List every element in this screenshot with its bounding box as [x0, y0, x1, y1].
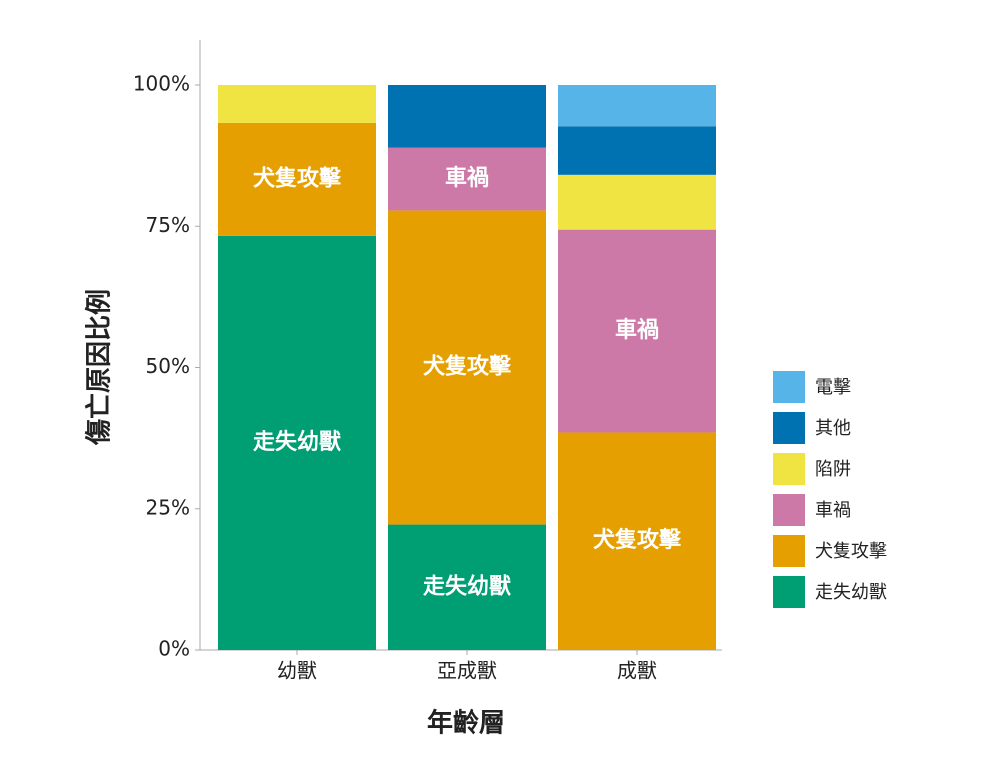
bar-segment: [388, 147, 546, 211]
legend-label: 犬隻攻擊: [815, 541, 887, 562]
bar-segment: [218, 85, 376, 123]
x-tick-label: 亞成獸: [437, 659, 497, 683]
bar-segment: [558, 229, 716, 433]
bar-segment: [558, 432, 716, 650]
legend-label: 其他: [815, 418, 851, 439]
legend-swatch: [773, 412, 805, 444]
segment-label: 犬隻攻擊: [253, 165, 342, 191]
bar-segment: [218, 235, 376, 651]
legend-label: 走失幼獸: [815, 582, 887, 603]
y-tick-label: 100%: [133, 72, 190, 96]
y-tick-label: 25%: [146, 495, 190, 519]
legend-label: 陷阱: [815, 459, 851, 480]
legend-swatch: [773, 371, 805, 403]
legend-swatch: [773, 576, 805, 608]
segment-label: 車禍: [615, 318, 659, 343]
x-axis-title: 年齡層: [427, 708, 505, 739]
legend-swatch: [773, 453, 805, 485]
segment-label: 走失幼獸: [253, 429, 341, 455]
y-tick-label: 50%: [146, 354, 190, 378]
bar-segment: [558, 126, 716, 175]
bar-segment: [388, 524, 546, 650]
bar-segment: [388, 210, 546, 525]
legend-swatch: [773, 494, 805, 526]
legend-swatch: [773, 535, 805, 567]
segment-label: 車禍: [445, 166, 489, 191]
y-tick-label: 75%: [146, 213, 190, 237]
legend-label: 車禍: [815, 500, 851, 521]
segment-label: 犬隻攻擊: [423, 354, 512, 380]
x-tick-label: 幼獸: [277, 659, 317, 683]
segment-label: 走失幼獸: [423, 573, 511, 599]
bar-segment: [388, 85, 546, 148]
bar-segment: [558, 174, 716, 230]
bar-segment: [218, 122, 376, 236]
legend-label: 電擊: [815, 377, 851, 398]
segment-label: 犬隻攻擊: [593, 527, 682, 553]
bar-segment: [558, 85, 716, 127]
y-tick-label: 0%: [158, 637, 190, 661]
x-tick-label: 成獸: [617, 659, 657, 683]
y-axis-title: 傷亡原因比例: [84, 289, 115, 446]
